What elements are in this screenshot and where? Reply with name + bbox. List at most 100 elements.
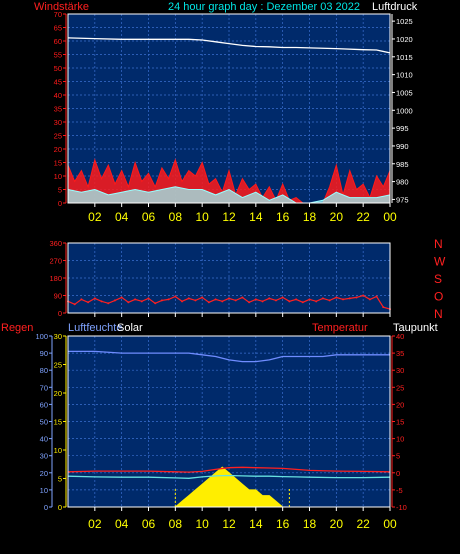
wind-direction-point <box>127 301 130 304</box>
wind-speed-axis-label: 55 <box>54 51 62 60</box>
wind-speed-axis-label: 30 <box>54 118 62 127</box>
compass-label: W <box>434 255 446 269</box>
plot-frame-2 <box>67 242 391 314</box>
temperature-axis-label: 15 <box>396 418 404 427</box>
pressure-axis-label: 975 <box>396 195 409 204</box>
solar-axis-label: 5 <box>58 475 62 484</box>
wind-direction-point <box>288 300 291 303</box>
wind-speed-axis-label: 50 <box>54 64 62 73</box>
wind-direction-point <box>154 302 157 305</box>
solar-axis-label: 10 <box>54 446 62 455</box>
humidity-axis-label: 50 <box>40 418 48 427</box>
solar-axis-title: Solar <box>117 322 143 334</box>
wind-direction-point <box>281 296 284 299</box>
wind-direction-point <box>134 298 137 301</box>
wind-direction-point <box>214 298 217 301</box>
x-tick-label: 04 <box>115 210 129 224</box>
wind-gust-area <box>67 186 391 204</box>
compass-label: N <box>434 237 443 251</box>
temperature-line <box>67 466 391 473</box>
compass-label: N <box>434 307 443 321</box>
temperature-axis-label: 40 <box>396 332 404 341</box>
wind-direction-point <box>228 297 230 300</box>
x-tick-label: 18 <box>303 517 317 531</box>
wind-direction-point <box>140 300 143 303</box>
humidity-axis-label: 100 <box>35 332 48 341</box>
wind-direction-point <box>382 306 385 309</box>
x-tick-label: 06 <box>142 210 156 224</box>
wind-direction-point <box>321 297 324 300</box>
humidity-axis-label: 0 <box>44 503 48 512</box>
pressure-axis-title: Luftdruck <box>372 1 418 13</box>
dewpoint-axis-title: Taupunkt <box>393 322 438 334</box>
wind-direction-point <box>362 294 365 297</box>
wind-speed-axis-label: 20 <box>54 145 62 154</box>
humidity-axis-label: 60 <box>40 400 48 409</box>
humidity-axis-label: 40 <box>40 435 48 444</box>
pressure-axis-label: 1025 <box>396 17 413 26</box>
x-tick-label: 02 <box>88 517 102 531</box>
humidity-axis-title: Luftfeuchte <box>68 322 122 334</box>
chart-title: 24 hour graph day : Dezember 03 2022 <box>168 1 360 13</box>
direction-axis-label: 360 <box>49 239 62 248</box>
wind-direction-point <box>368 298 371 301</box>
wind-direction-point <box>295 298 298 301</box>
compass-label: O <box>434 290 443 304</box>
pressure-axis-label: 1005 <box>396 88 413 97</box>
temperature-axis-title: Temperatur <box>312 322 368 334</box>
pressure-axis-label: 1000 <box>396 106 413 115</box>
wind-direction-point <box>93 297 96 300</box>
pressure-axis-label: 1010 <box>396 71 413 80</box>
wind-direction-point <box>147 297 150 300</box>
temperature-axis-label: -10 <box>396 503 407 512</box>
x-tick-label: 06 <box>142 517 156 531</box>
x-tick-label: 14 <box>249 210 263 224</box>
wind-direction-point <box>174 295 177 298</box>
wind-speed-axis-label: 15 <box>54 159 62 168</box>
humidity-axis-label: 70 <box>40 383 48 392</box>
wind-direction-point <box>254 298 257 301</box>
wind-direction-point <box>335 296 338 299</box>
x-tick-label: 14 <box>249 517 263 531</box>
direction-axis-label: 0 <box>58 309 62 318</box>
wind-direction-point <box>268 297 271 300</box>
x-tick-label: 22 <box>356 517 370 531</box>
temperature-axis-label: 5 <box>396 452 400 461</box>
wind-direction-point <box>342 298 345 301</box>
wind-direction-point <box>348 297 351 300</box>
temperature-axis-label: 30 <box>396 366 404 375</box>
pressure-axis-label: 995 <box>396 124 409 133</box>
wind-direction-point <box>328 299 331 302</box>
wind-direction-point <box>274 299 277 302</box>
wind-direction-point <box>80 298 83 301</box>
direction-axis-label: 90 <box>54 292 62 301</box>
wind-direction-point <box>315 300 318 303</box>
wind-speed-axis-label: 5 <box>58 186 62 195</box>
pressure-line <box>67 37 391 54</box>
wind-direction-point <box>160 299 163 302</box>
x-tick-label: 10 <box>195 210 209 224</box>
wind-direction-point <box>194 299 197 302</box>
solar-axis-label: 20 <box>54 389 62 398</box>
temperature-axis-label: 0 <box>396 469 400 478</box>
wind-direction-point <box>308 298 311 301</box>
wind-speed-axis-label: 65 <box>54 24 62 33</box>
x-tick-label: 08 <box>169 517 183 531</box>
temperature-axis-label: 20 <box>396 400 404 409</box>
x-tick-label: 16 <box>276 210 290 224</box>
wind-direction-point <box>181 300 184 303</box>
humidity-axis-label: 80 <box>40 366 48 375</box>
wind-direction-point <box>73 303 76 306</box>
wind-speed-axis-label: 0 <box>58 199 62 208</box>
x-tick-label: 10 <box>195 517 209 531</box>
x-tick-label: 04 <box>115 517 129 531</box>
solar-axis-label: 15 <box>54 418 62 427</box>
x-tick-label: 16 <box>276 517 290 531</box>
x-tick-label: 20 <box>330 517 344 531</box>
x-tick-label: 02 <box>88 210 102 224</box>
solar-area <box>173 466 290 508</box>
solar-axis-label: 0 <box>58 503 62 512</box>
wind-direction-point <box>201 296 204 299</box>
direction-axis-label: 270 <box>49 257 62 266</box>
